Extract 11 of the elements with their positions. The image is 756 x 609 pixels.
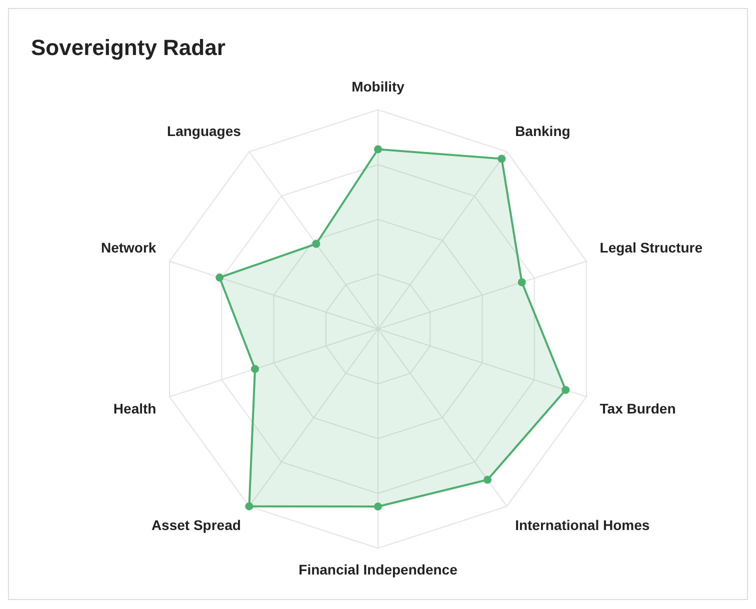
chart-title: Sovereignty Radar xyxy=(31,35,226,61)
spoke-label: Languages xyxy=(167,122,242,139)
spoke-label: Asset Spread xyxy=(151,516,241,533)
spoke-label: Financial Independence xyxy=(298,561,458,578)
spoke-label: Legal Structure xyxy=(600,239,703,256)
spoke-label: Mobility xyxy=(352,78,405,94)
spoke-label: Network xyxy=(100,239,156,256)
spoke-label: Health xyxy=(113,400,156,416)
spoke-label: International Homes xyxy=(515,516,650,533)
spoke-label: Tax Burden xyxy=(600,400,676,416)
spoke-label: Banking xyxy=(515,122,570,139)
